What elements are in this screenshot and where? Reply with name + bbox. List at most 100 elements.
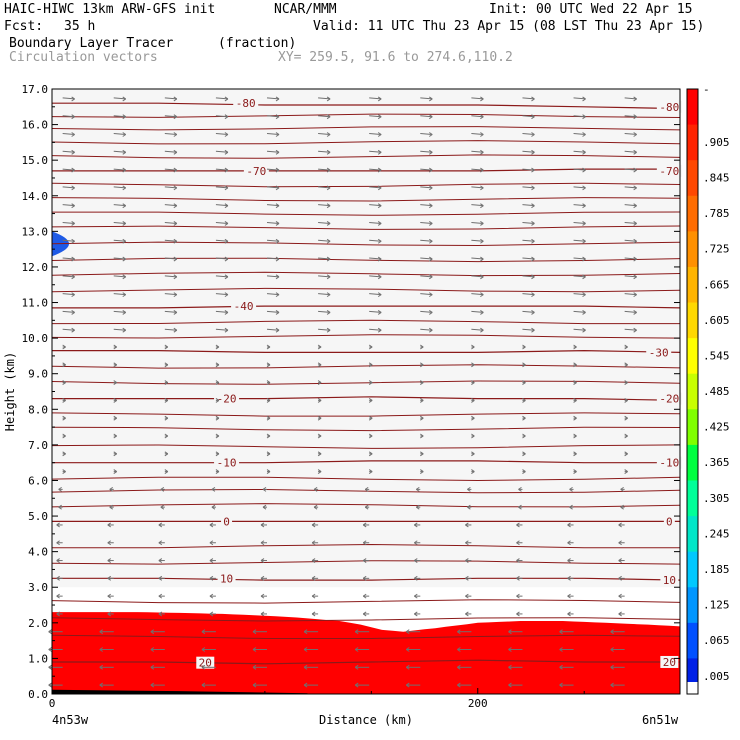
vector-head (173, 114, 178, 120)
vector-head (317, 362, 322, 368)
colorbar-label: .425 (703, 421, 730, 434)
vector-head (62, 415, 66, 421)
circulation-vector (215, 186, 228, 189)
isotherm (51, 476, 681, 482)
contour-label: -10 (659, 457, 679, 470)
colorbar-segment (687, 302, 698, 339)
vector-head (522, 469, 526, 474)
vector-head (633, 114, 637, 120)
vector-head (215, 415, 220, 421)
vector-head (326, 96, 331, 102)
vector-head (531, 274, 535, 280)
vector-head (508, 629, 512, 635)
vector-head (215, 380, 220, 386)
vector-head (531, 327, 535, 333)
vector-head (480, 185, 484, 191)
vector-head (573, 397, 577, 403)
vector-head (429, 238, 433, 244)
circulation-vector (62, 168, 75, 171)
vector-head (71, 238, 75, 244)
vector-head (582, 221, 586, 226)
isotherm (51, 426, 681, 432)
circulation-vector (369, 115, 382, 118)
vector-head (109, 504, 114, 510)
circulation-vector (573, 293, 586, 296)
vector-head (56, 540, 60, 546)
vector-head (122, 310, 127, 315)
circulation-vector (522, 186, 535, 189)
vector-head (107, 540, 112, 546)
colorbar-segment (687, 89, 698, 126)
vector-head (62, 451, 66, 457)
colorbar-label: .365 (703, 456, 730, 469)
vector-head (211, 486, 216, 492)
circulation-vector (624, 150, 637, 153)
circulation-vector (522, 168, 535, 171)
vector-head (71, 256, 75, 262)
circulation-vector (62, 186, 75, 189)
circulation-vector (573, 97, 586, 100)
vector-head (414, 540, 418, 546)
vector-head (368, 451, 373, 457)
vector-head (567, 593, 571, 599)
circulation-vector (62, 275, 75, 278)
x-tick-label: 0 (49, 697, 56, 710)
vector-head (531, 114, 535, 120)
contour-label-bg (663, 515, 675, 528)
vector-head (620, 504, 624, 510)
vector-head (326, 203, 331, 209)
vector-head (368, 469, 373, 474)
isotherm (51, 140, 681, 145)
circulation-vector (266, 97, 280, 100)
isotherm-labeled (52, 396, 681, 401)
vector-head (368, 415, 373, 421)
circulation-vector (420, 275, 433, 278)
vector-head (610, 664, 614, 670)
vector-head (573, 344, 577, 350)
contour-label: -30 (649, 346, 669, 359)
vector-head (531, 96, 535, 102)
vector-head (71, 221, 75, 226)
model-title: HAIC-HIWC 13km ARW-GFS init (4, 2, 216, 17)
isotherm-labeled (52, 577, 681, 581)
circulation-vector (113, 293, 126, 296)
vector-head (516, 558, 520, 563)
vector-head (480, 203, 484, 209)
vector-head (354, 682, 359, 688)
vector-head (582, 327, 586, 333)
vector-head (266, 397, 271, 403)
circulation-vector (624, 239, 637, 242)
vector-head (573, 433, 577, 439)
colorbar-segment (687, 373, 698, 410)
circulation-vector (318, 310, 331, 313)
vector-head (573, 380, 577, 386)
vector-head (465, 593, 469, 599)
contour-label-bg (656, 456, 682, 469)
vector-head (173, 132, 178, 137)
vector-head (610, 682, 614, 688)
vector-head (311, 558, 316, 563)
circulation-vector (522, 293, 535, 296)
circulation-vector (522, 310, 535, 313)
vector-head (531, 256, 535, 262)
vector-head (311, 611, 316, 617)
colorbar-segment (687, 338, 698, 375)
vector-head (516, 611, 520, 617)
contour-label-bg (221, 515, 233, 528)
vector-head (275, 256, 280, 262)
y-tick-label: 0.0 (28, 688, 48, 701)
vector-head (573, 469, 577, 474)
circulation-vector (573, 221, 586, 224)
circulation-vector (113, 221, 126, 224)
circulation-vector (113, 97, 126, 100)
vector-head (99, 664, 104, 670)
vector-head (173, 149, 178, 155)
circulation-vector (369, 310, 382, 313)
circulation-vector (420, 168, 433, 171)
colorbar-label: .785 (703, 207, 730, 220)
vector-head (275, 327, 280, 333)
vector-head (420, 451, 424, 457)
vector-head (211, 504, 216, 510)
vector-head (122, 149, 127, 155)
circulation-vector (369, 97, 382, 100)
